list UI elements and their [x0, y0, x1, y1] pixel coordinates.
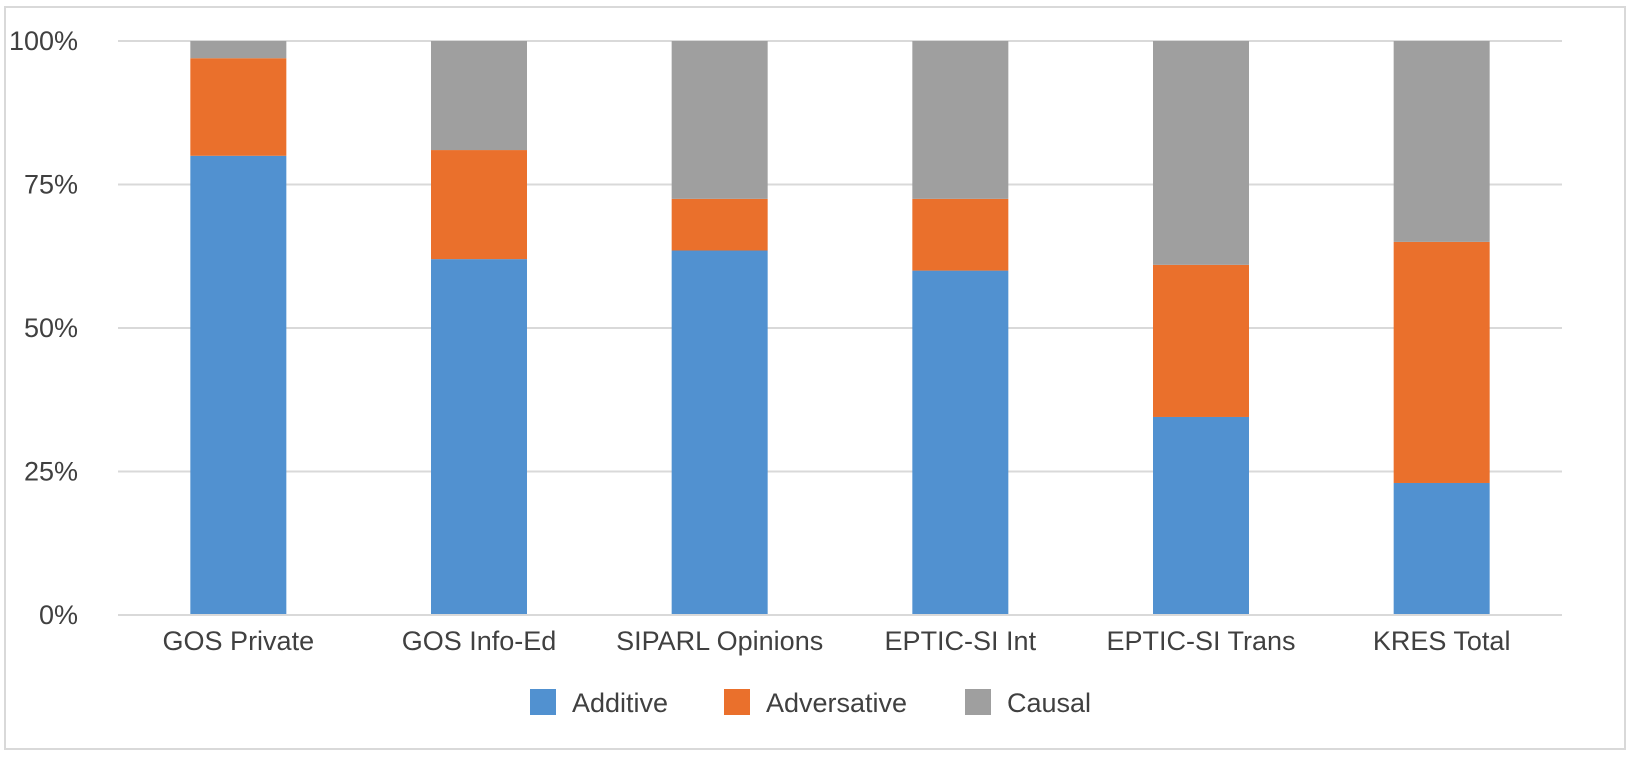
- x-tick-label: KRES Total: [1373, 626, 1511, 656]
- bar-segment-adversative: [912, 198, 1009, 271]
- bar-segment-additive: [1393, 482, 1490, 615]
- bar-stack: [671, 41, 768, 615]
- legend-swatch: [724, 689, 750, 715]
- bar-segment-causal: [671, 41, 768, 199]
- bar-stack: [912, 41, 1009, 615]
- legend-label: Additive: [572, 688, 668, 718]
- y-tick-label: 50%: [24, 313, 78, 343]
- bars: [190, 41, 1490, 616]
- bar-segment-adversative: [671, 198, 768, 251]
- legend-item-causal[interactable]: Causal: [965, 688, 1091, 718]
- gridlines: [118, 40, 1562, 473]
- bar-stack: [1393, 41, 1490, 615]
- y-tick-label: 25%: [24, 457, 78, 487]
- bar-segment-causal: [1153, 41, 1249, 265]
- bar-stack: [190, 41, 287, 616]
- bar-segment-causal: [190, 41, 287, 59]
- bar-segment-additive: [671, 250, 768, 615]
- bar-segment-additive: [912, 270, 1009, 615]
- legend-item-adversative[interactable]: Adversative: [724, 688, 907, 718]
- bar-segment-additive: [190, 155, 287, 616]
- y-tick-label: 0%: [39, 600, 78, 630]
- x-tick-label: GOS Info-Ed: [402, 626, 557, 656]
- bar-segment-additive: [431, 259, 527, 615]
- x-tick-label: EPTIC-SI Int: [885, 626, 1037, 656]
- legend-label: Causal: [1007, 688, 1091, 718]
- bar-segment-causal: [1393, 41, 1490, 242]
- y-tick-label: 100%: [9, 26, 78, 56]
- legend[interactable]: Additive Adversative Causal: [530, 688, 1091, 718]
- bar-segment-causal: [431, 41, 527, 151]
- x-axis-category-labels: GOS Private GOS Info-Ed SIPARL Opinions EPT…: [163, 626, 1511, 656]
- y-tick-label: 75%: [24, 170, 78, 200]
- x-tick-label: GOS Private: [163, 626, 315, 656]
- bar-stack: [431, 41, 527, 615]
- y-axis-tick-labels: 0% 25% 50% 75% 100%: [9, 26, 78, 630]
- bar-segment-additive: [1153, 416, 1249, 615]
- bar-segment-causal: [912, 41, 1009, 199]
- bar-segment-adversative: [1393, 241, 1490, 483]
- bar-segment-adversative: [431, 150, 527, 260]
- bar-segment-adversative: [1153, 264, 1249, 417]
- x-tick-label: EPTIC-SI Trans: [1106, 626, 1295, 656]
- legend-swatch: [965, 689, 991, 715]
- x-tick-label: SIPARL Opinions: [616, 626, 823, 656]
- legend-item-additive[interactable]: Additive: [530, 688, 668, 718]
- bar-segment-adversative: [190, 58, 287, 156]
- bar-stack: [1153, 41, 1249, 615]
- legend-swatch: [530, 689, 556, 715]
- legend-label: Adversative: [766, 688, 907, 718]
